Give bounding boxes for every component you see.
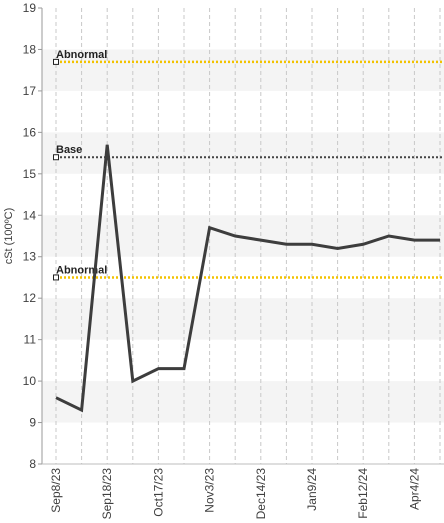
y-tick-label: 10 <box>23 374 37 388</box>
x-tick-label: Sep18/23 <box>100 468 114 520</box>
y-tick-label: 8 <box>29 457 36 471</box>
y-tick-label: 11 <box>24 333 37 347</box>
axes <box>38 7 444 465</box>
x-tick-label: Sep8/23 <box>49 468 63 513</box>
background-bands <box>42 49 444 423</box>
background-band <box>42 49 444 91</box>
x-tick-label: Dec14/23 <box>254 468 268 520</box>
grid-lines <box>55 8 441 464</box>
background-band <box>42 381 444 423</box>
y-tick-label: 14 <box>23 208 37 222</box>
reference-marker <box>53 154 59 161</box>
reference-label: Abnormal <box>56 49 107 61</box>
y-tick-label: 13 <box>23 250 37 264</box>
series-line <box>55 144 440 413</box>
background-band <box>42 298 444 340</box>
background-band <box>42 132 444 174</box>
x-tick-label: Feb12/24 <box>356 468 370 519</box>
y-tick-label: 12 <box>23 291 37 305</box>
reference-marker <box>53 58 59 65</box>
x-tick-label: Oct17/23 <box>151 468 165 517</box>
series-layer <box>55 144 440 413</box>
reference-marker <box>53 274 59 281</box>
y-tick-label: 15 <box>23 167 37 181</box>
y-tick-label: 16 <box>23 125 37 139</box>
x-tick-label: Nov3/23 <box>203 468 217 513</box>
y-tick-label: 9 <box>29 416 36 430</box>
y-axis-title: cSt (100ºC) <box>3 208 15 265</box>
y-tick-label: 18 <box>23 42 37 56</box>
x-tick-label: Jan9/24 <box>305 468 319 511</box>
tick-labels: 8 9 10 11 12 13 14 15 16 17 18 19 Sep8/23 Sep18/23 Oct… <box>23 1 422 519</box>
y-tick-label: 17 <box>23 84 37 98</box>
reference-label: Base <box>56 144 82 156</box>
y-tick-label: 19 <box>23 1 37 15</box>
reference-label: Abnormal <box>56 264 107 276</box>
x-tick-label: Apr4/24 <box>407 468 421 510</box>
